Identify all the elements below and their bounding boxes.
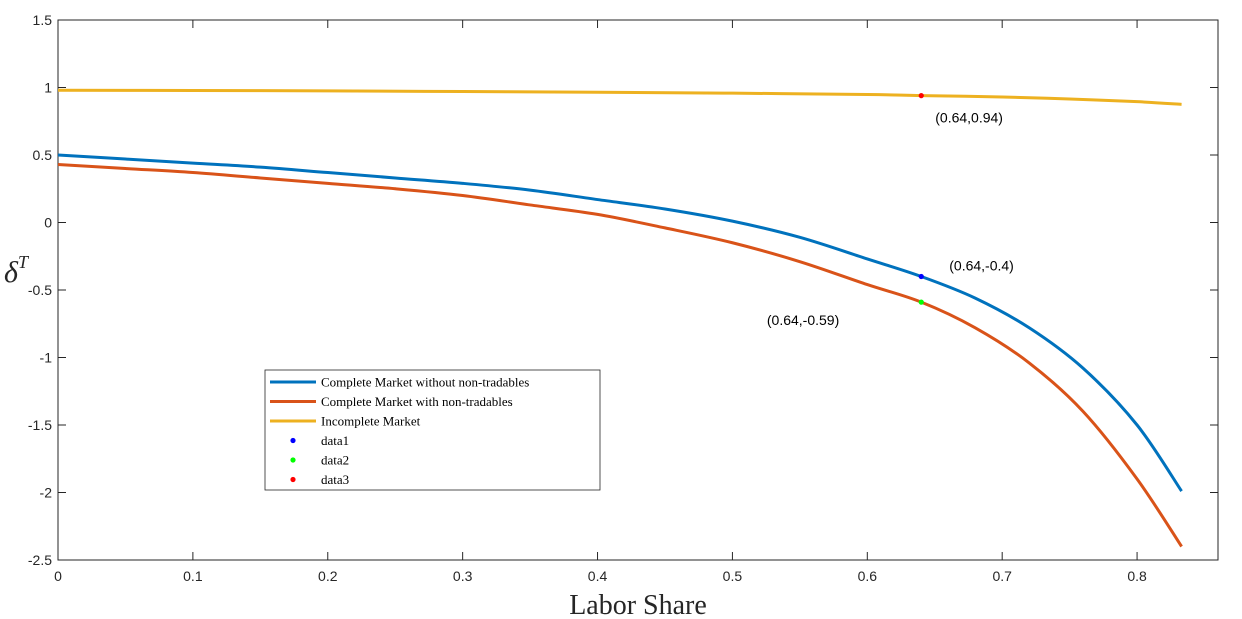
legend-swatch xyxy=(290,476,296,483)
legend-swatch xyxy=(290,457,296,463)
legend: Complete Market without non-tradables Com… xyxy=(264,369,601,491)
x-tick-label: 0 xyxy=(54,568,62,584)
y-tick-label: -1 xyxy=(40,350,53,366)
data-points-layer: (0.64,-0.4) (0.64,-0.59) (0.64,0.94) xyxy=(767,93,1014,328)
y-tick-label: -0.5 xyxy=(28,282,52,298)
data-point-data1 xyxy=(918,273,924,280)
data-point-label: (0.64,-0.4) xyxy=(949,258,1014,274)
legend-box xyxy=(264,369,601,491)
legend-label: Incomplete Market xyxy=(321,414,421,429)
legend-items: Complete Market without non-tradables Com… xyxy=(270,375,529,487)
series-line-complete-market-without-non-tradables xyxy=(57,153,1183,492)
axis-ticks: 0 0.1 0.2 0.3 0.4 0.5 0.6 0.7 0.8 1.5 1 0.5 0 -0.5 -1 -… xyxy=(28,12,1218,584)
legend-label: data1 xyxy=(321,433,349,448)
y-tick-label: 1 xyxy=(44,80,52,96)
series-line-incomplete-market xyxy=(57,88,1182,106)
y-tick-label: -2.5 xyxy=(28,552,52,568)
y-axis-label: δT xyxy=(4,252,30,289)
y-tick-label: 0.5 xyxy=(33,147,53,163)
y-tick-label: 0 xyxy=(44,215,52,231)
legend-label: Complete Market without non-tradables xyxy=(321,375,529,390)
x-tick-label: 0.4 xyxy=(588,568,608,584)
series-layer xyxy=(57,88,1183,548)
data-point-data2 xyxy=(918,299,924,305)
y-tick-label: -2 xyxy=(40,485,53,501)
y-tick-label: -1.5 xyxy=(28,417,52,433)
series-line-complete-market-with-non-tradables xyxy=(57,162,1183,548)
x-tick-label: 0.3 xyxy=(453,568,473,584)
plot-area xyxy=(57,19,1219,561)
x-tick-label: 0.1 xyxy=(183,568,203,584)
data-point-label: (0.64,-0.59) xyxy=(767,312,839,328)
x-tick-label: 0.6 xyxy=(858,568,878,584)
x-tick-label: 0.5 xyxy=(723,568,743,584)
y-axis-label-base: δ xyxy=(4,256,19,289)
x-tick-label: 0.8 xyxy=(1127,568,1147,584)
x-tick-label: 0.2 xyxy=(318,568,338,584)
y-tick-label: 1.5 xyxy=(33,12,53,28)
legend-label: Complete Market with non-tradables xyxy=(321,394,513,409)
legend-label: data2 xyxy=(321,453,349,468)
x-axis-label: Labor Share xyxy=(569,590,707,619)
legend-swatch xyxy=(290,437,296,444)
data-point-label: (0.64,0.94) xyxy=(935,110,1003,126)
data-point-data3 xyxy=(918,93,924,99)
x-tick-label: 0.7 xyxy=(992,568,1012,584)
y-axis-label-superscript: T xyxy=(18,252,30,272)
legend-label: data3 xyxy=(321,472,349,487)
